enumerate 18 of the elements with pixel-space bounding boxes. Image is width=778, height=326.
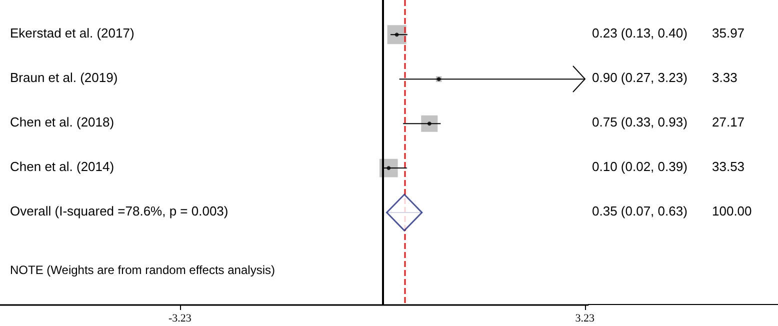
y-tick-label: Ekerstad et al. (2017) bbox=[10, 26, 134, 41]
text: 3.33 bbox=[712, 70, 738, 86]
x-tick-label: 3.23 bbox=[575, 312, 595, 324]
text: 33.53 bbox=[712, 159, 745, 174]
x-tick-label: -3.23 bbox=[168, 312, 192, 324]
text: 27.17 bbox=[712, 114, 745, 130]
y-tick-label: Braun et al. (2019) bbox=[10, 70, 118, 86]
text: 35.97 bbox=[712, 26, 745, 41]
y-tick-label: Chen et al. (2018) bbox=[10, 114, 114, 130]
y-tick-label: Chen et al. (2014) bbox=[10, 159, 114, 174]
text: 0.35 (0.07, 0.63) bbox=[592, 204, 688, 219]
data-label: 0.75 (0.33, 0.93) bbox=[592, 114, 688, 130]
data-label: 0.23 (0.13, 0.40) bbox=[592, 26, 688, 41]
data-label: 0.10 (0.02, 0.39) bbox=[592, 159, 688, 174]
text: 100.00 bbox=[712, 204, 752, 219]
y-tick-label: Overall (I-squared =78.6%, p = 0.003) bbox=[10, 204, 228, 219]
data-label: 0.90 (0.27, 3.23) bbox=[592, 70, 688, 86]
text: NOTE (Weights are from random effects analysis) bbox=[10, 263, 275, 277]
